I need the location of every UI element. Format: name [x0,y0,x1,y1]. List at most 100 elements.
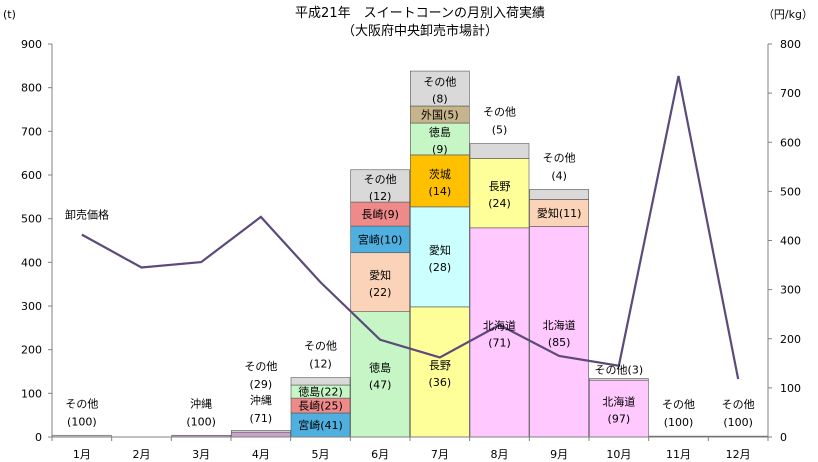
segment-label: 長崎(9) [361,207,399,221]
y-left-tick-label: 300 [21,300,42,313]
segment-label: その他(3) [595,363,644,376]
x-tick-label: 2月 [133,448,151,461]
segment-percent-label: (12) [309,358,332,371]
x-tick-label: 1月 [73,448,91,461]
segment-origin-label: 沖縄 [250,393,272,407]
bar-segment [231,430,291,433]
y-right-tick-label: 300 [780,284,801,297]
bar-segment [469,227,530,438]
y-left-tick-label: 800 [21,82,42,95]
price-series-label: 卸売価格 [65,208,109,222]
segment-label: 宮崎(41) [298,418,343,432]
segment-origin-label: その他 [722,398,755,411]
segment-percent-label: (36) [429,376,452,389]
y-axis-right-label: （円/kg） [763,8,813,21]
price-line: 卸売価格 [65,75,740,380]
y-left-tick-label: 200 [21,344,42,357]
y-right-tick-label: 200 [780,333,801,346]
x-tick-label: 10月 [606,448,631,461]
x-tick-label: 3月 [192,448,210,461]
segment-percent-label: (100) [67,415,97,428]
bar-segment [410,70,470,107]
segment-percent-label: (12) [369,190,392,203]
y-axis-left-label: (t) [3,8,16,21]
segment-percent-label: (8) [432,93,448,106]
segment-origin-label: 北海道 [543,318,576,332]
segment-origin-label: 愛知 [369,268,391,282]
y-left-tick-label: 900 [21,38,42,51]
segment-origin-label: その他 [244,360,277,373]
y-right-tick-label: 100 [780,382,801,395]
segment-percent-label: (29) [250,378,273,391]
y-right-tick-label: 600 [780,136,801,149]
x-tick-label: 5月 [312,448,330,461]
segment-percent-label: (22) [369,286,392,299]
segment-origin-label: 北海道 [483,318,516,332]
segment-percent-label: (14) [429,185,452,198]
chart-title: 平成21年 スイートコーンの月別入荷実績 [295,5,545,21]
x-tick-label: 7月 [431,448,449,461]
bar-segment [469,158,530,229]
segment-origin-label: その他 [65,397,98,410]
segment-percent-label: (100) [186,415,216,428]
segment-origin-label: 長野 [489,180,511,193]
segment-percent-label: (71) [250,412,273,425]
y-right-tick-label: 400 [780,235,801,248]
segment-origin-label: その他 [304,340,337,353]
x-tick-label: 11月 [666,448,691,461]
bar-segment [469,143,530,159]
x-tick-label: 12月 [726,448,751,461]
y-right-tick-label: 800 [780,38,801,51]
segment-origin-label: 沖縄 [190,396,212,410]
segment-origin-label: その他 [483,106,516,119]
y-right-tick-label: 500 [780,185,801,198]
segment-origin-label: 茨城 [429,167,451,181]
segment-percent-label: (47) [369,378,392,391]
segment-origin-label: 徳島 [369,360,391,374]
segment-label: 外国(5) [421,109,459,122]
y-right-tick-label: 700 [780,87,801,100]
segment-percent-label: (100) [664,416,694,429]
x-tick-label: 6月 [371,448,389,461]
segment-origin-label: 長野 [429,359,451,372]
x-tick-label: 9月 [550,448,568,461]
y-left-tick-label: 600 [21,169,42,182]
segment-origin-label: 愛知 [429,243,451,257]
segment-percent-label: (85) [548,336,571,349]
segment-percent-label: (28) [429,261,452,274]
segment-origin-label: 徳島 [429,125,451,139]
y-left-tick-label: 500 [21,213,42,226]
x-tick-label: 8月 [491,448,509,461]
price-series-line [81,75,740,380]
y-left-tick-label: 700 [21,125,42,138]
bar-segment [529,226,589,438]
bar-segment [290,377,351,386]
bars [52,70,768,438]
segment-label: 宮崎(10) [358,232,403,246]
segment-percent-label: (9) [432,143,448,156]
segment-origin-label: その他 [364,173,397,186]
segment-label: 長崎(25) [298,399,343,413]
y-left-tick-label: 400 [21,256,42,269]
segment-origin-label: その他 [543,151,576,164]
bar-segment [589,378,649,381]
segment-percent-label: (97) [608,413,631,426]
y-right-tick-label: 0 [780,431,787,444]
segment-label: 徳島(22) [298,385,343,399]
bar-segment [410,306,470,438]
bar-segment [410,122,470,156]
segment-percent-label: (5) [492,124,508,137]
segment-origin-label: その他 [662,398,695,411]
bar-segment [231,431,291,438]
y-left-tick-label: 100 [21,387,42,400]
segment-origin-label: その他 [423,76,456,89]
axes: 0 100 200 300 400 500 600 700 800 900 0 100 200 300 40… [21,38,801,461]
segment-percent-label: (24) [488,197,511,210]
bar-segment [410,206,470,308]
chart-subtitle: （大阪府中央卸売市場計） [342,23,498,39]
bar-segment [529,189,589,200]
bar-segment [290,412,351,438]
bar-segment [410,154,470,208]
segment-origin-label: 北海道 [602,395,635,409]
